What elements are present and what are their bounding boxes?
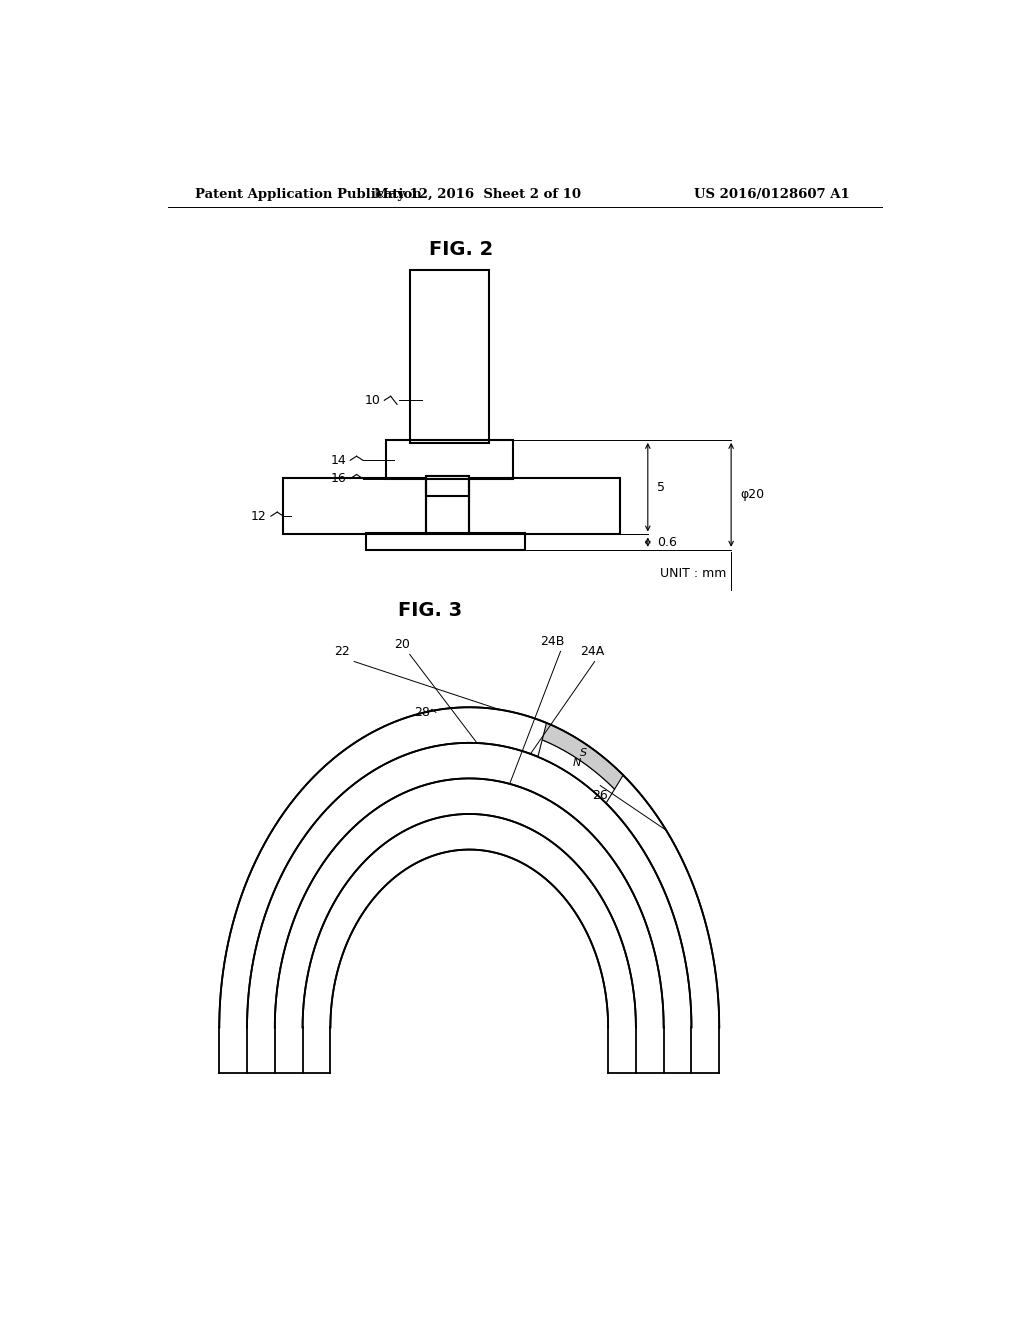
Text: φ20: φ20 — [740, 488, 765, 502]
Text: 26: 26 — [592, 788, 608, 801]
Text: 5: 5 — [657, 480, 666, 494]
Bar — [426, 475, 469, 535]
Bar — [469, 478, 621, 535]
Text: 16: 16 — [331, 473, 346, 484]
Text: US 2016/0128607 A1: US 2016/0128607 A1 — [694, 189, 850, 202]
Text: 24B: 24B — [541, 635, 565, 648]
Text: 10: 10 — [365, 393, 380, 407]
Polygon shape — [538, 739, 614, 803]
Bar — [283, 478, 426, 535]
Text: May 12, 2016  Sheet 2 of 10: May 12, 2016 Sheet 2 of 10 — [374, 189, 581, 202]
Text: 22: 22 — [335, 645, 350, 659]
Text: 0.6: 0.6 — [657, 536, 677, 549]
Text: 14: 14 — [331, 454, 346, 467]
Bar — [410, 271, 489, 444]
Text: FIG. 2: FIG. 2 — [429, 240, 494, 259]
Text: Patent Application Publication: Patent Application Publication — [196, 189, 422, 202]
Text: 20: 20 — [394, 639, 410, 651]
Text: 24A: 24A — [581, 645, 604, 659]
Bar — [426, 475, 469, 496]
Polygon shape — [542, 723, 624, 789]
Text: 28: 28 — [414, 706, 430, 719]
Text: 12: 12 — [251, 510, 267, 523]
Bar — [367, 533, 524, 549]
Bar — [386, 440, 513, 479]
Text: S: S — [580, 747, 587, 758]
Text: FIG. 3: FIG. 3 — [397, 601, 462, 620]
Text: N: N — [572, 758, 581, 768]
Text: UNIT : mm: UNIT : mm — [659, 566, 726, 579]
